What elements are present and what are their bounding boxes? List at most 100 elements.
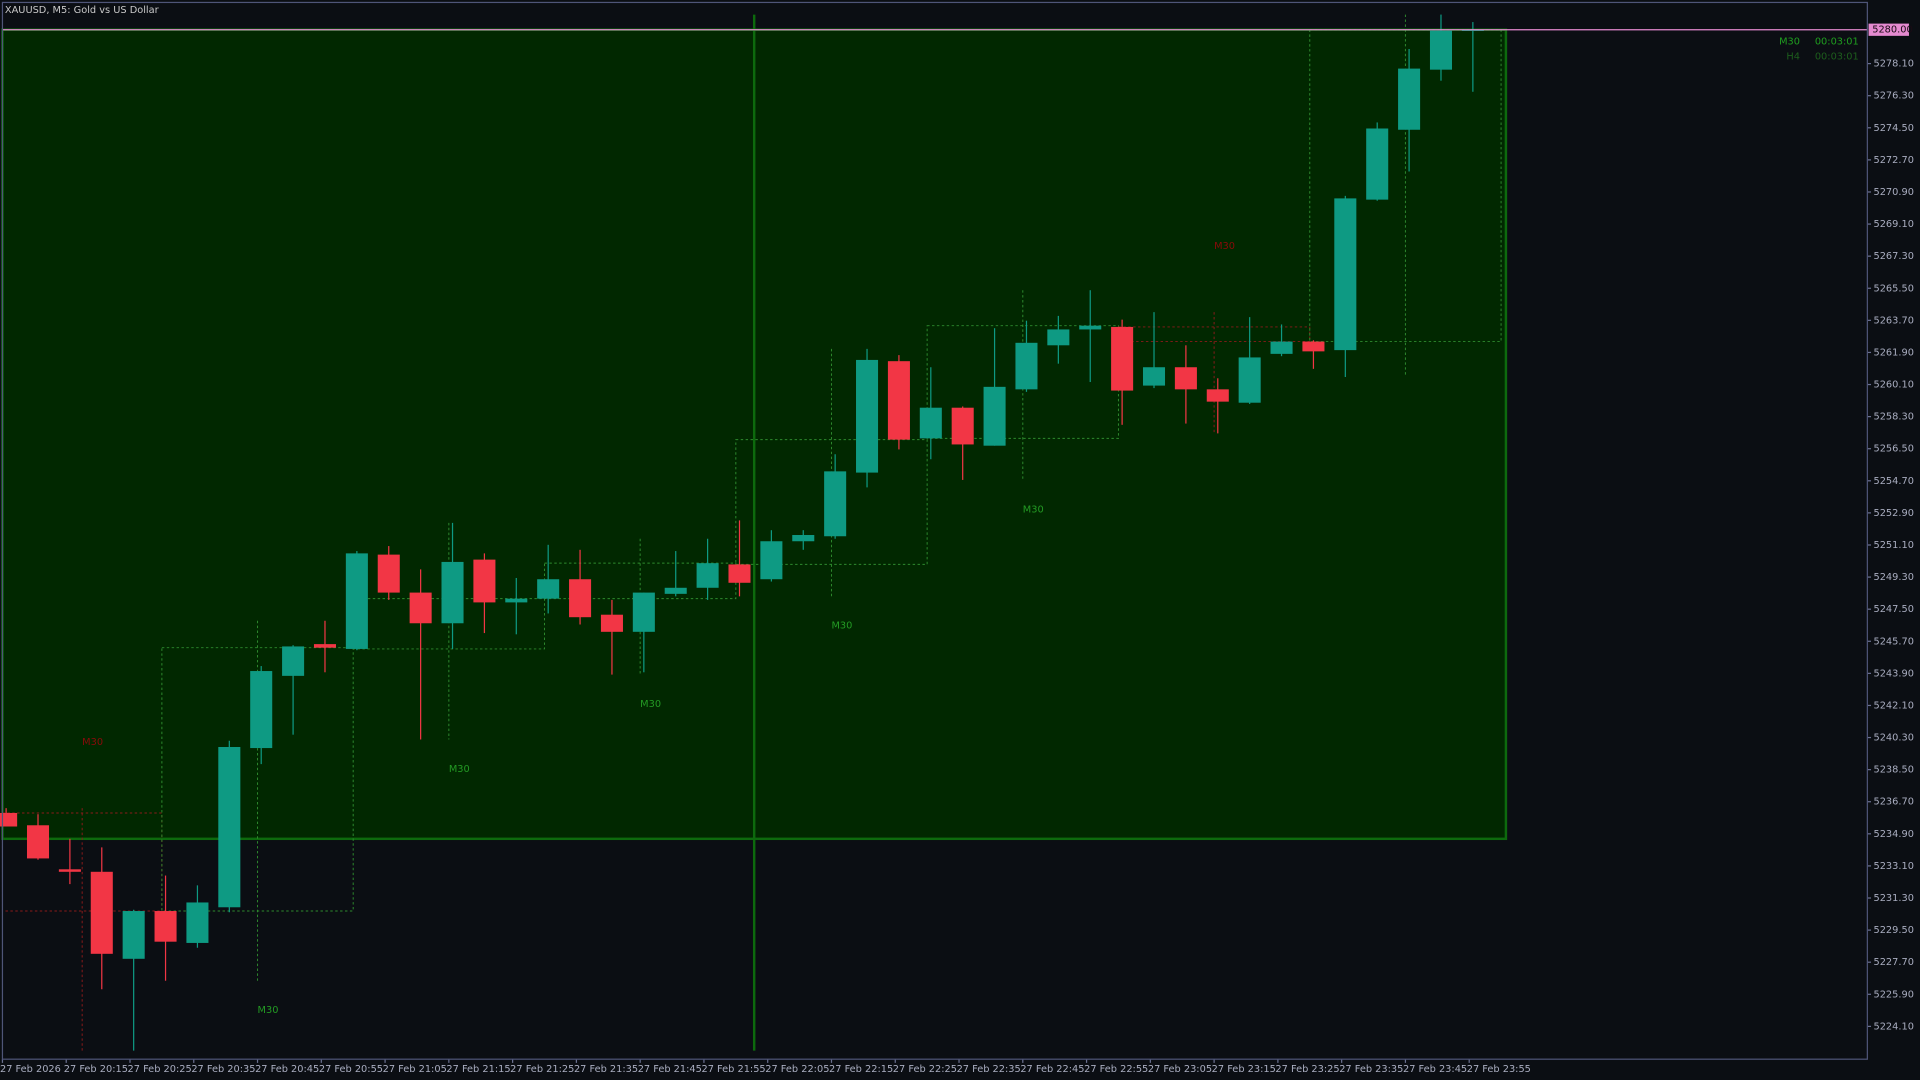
candle-body — [696, 563, 719, 588]
candle-body — [1206, 389, 1229, 402]
candle-body — [282, 646, 305, 676]
timer-value: 00:03:01 — [1815, 51, 1859, 62]
y-tick-label: 5263.70 — [1873, 315, 1913, 326]
timer-value: 00:03:01 — [1815, 37, 1859, 48]
y-tick-label: 5272.70 — [1873, 155, 1913, 166]
x-tick-label: 27 Feb 21:35 — [574, 1064, 638, 1075]
y-tick-label: 5254.70 — [1873, 476, 1913, 487]
candle-body — [218, 746, 241, 908]
y-tick-label: 5227.70 — [1873, 957, 1913, 968]
x-tick-label: 27 Feb 22:45 — [1020, 1064, 1084, 1075]
candle-body — [0, 812, 18, 827]
x-tick-label: 27 Feb 23:55 — [1467, 1064, 1531, 1075]
m30-label: M30 — [258, 1005, 279, 1016]
x-tick-label: 27 Feb 21:55 — [701, 1064, 765, 1075]
y-tick-label: 5249.30 — [1873, 572, 1913, 583]
y-tick-label: 5270.90 — [1873, 187, 1913, 198]
candle-body — [1366, 128, 1389, 200]
candle-body — [154, 911, 177, 942]
x-tick-label: 27 Feb 20:15 — [64, 1064, 128, 1075]
axes-layer: 5224.10 5225.90 5227.70 5229.50 5231.30 5233.… — [0, 23, 1914, 1075]
candle-body — [1174, 367, 1197, 390]
x-tick-label: 27 Feb 20:55 — [319, 1064, 383, 1075]
x-tick-label: 27 Feb 22:35 — [957, 1064, 1021, 1075]
candle-body — [250, 671, 273, 749]
x-tick-label: 27 Feb 23:15 — [1212, 1064, 1276, 1075]
candle-body — [664, 587, 687, 594]
x-tick-label: 27 Feb 20:35 — [191, 1064, 255, 1075]
timer-name: M30 — [1779, 37, 1800, 48]
y-tick-label: 5238.50 — [1873, 765, 1913, 776]
candle-body — [122, 911, 145, 959]
candle-body — [1398, 68, 1421, 130]
candle-body — [1238, 357, 1261, 403]
y-tick-label: 5251.10 — [1873, 540, 1913, 551]
y-tick-label: 5224.10 — [1873, 1021, 1913, 1032]
m30-label: M30 — [449, 764, 470, 775]
candle-body — [345, 553, 368, 649]
candle-body — [600, 614, 623, 632]
x-tick-label: 27 Feb 2026 — [0, 1064, 61, 1075]
candle-body — [409, 592, 432, 624]
candle-body — [792, 535, 815, 542]
x-tick-label: 27 Feb 23:05 — [1148, 1064, 1212, 1075]
m30-label: M30 — [1214, 241, 1235, 252]
candle-body — [1047, 329, 1070, 346]
candle-body — [856, 359, 879, 473]
candles-layer — [0, 14, 1484, 1051]
candle-body — [537, 579, 560, 599]
y-tick-label: 5233.10 — [1873, 861, 1913, 872]
candle-body — [90, 871, 113, 954]
y-tick-label: 5245.70 — [1873, 636, 1913, 647]
y-tick-label: 5242.10 — [1873, 700, 1913, 711]
x-tick-label: 27 Feb 22:05 — [765, 1064, 829, 1075]
candle-body — [1270, 341, 1293, 354]
candle-body — [1334, 198, 1357, 351]
candle-body — [728, 564, 751, 583]
candle-body — [760, 541, 783, 580]
y-tick-label: 5236.70 — [1873, 797, 1913, 808]
y-tick-label: 5252.90 — [1873, 508, 1913, 519]
y-tick-label: 5269.10 — [1873, 219, 1913, 230]
current-price-tag — [1868, 23, 1909, 36]
x-tick-label: 27 Feb 21:45 — [638, 1064, 702, 1075]
candle-body — [919, 407, 942, 439]
x-tick-label: 27 Feb 23:35 — [1339, 1064, 1403, 1075]
current-price-label: 5280.00 — [1872, 25, 1912, 36]
candle-body — [824, 471, 847, 537]
m30-label: M30 — [1023, 504, 1044, 515]
candle-body — [1429, 30, 1452, 70]
candle-body — [951, 407, 974, 445]
y-tick-label: 5256.50 — [1873, 444, 1913, 455]
candle-body — [441, 561, 464, 624]
candle-body — [186, 902, 209, 943]
plot-frame — [1, 1, 1868, 1060]
x-tick-label: 27 Feb 21:05 — [383, 1064, 447, 1075]
m30-box — [352, 598, 545, 650]
y-tick-label: 5225.90 — [1873, 989, 1913, 1000]
y-tick-label: 5278.10 — [1873, 59, 1913, 70]
candle-body — [505, 598, 528, 603]
y-tick-label: 5265.50 — [1873, 283, 1913, 294]
m30-label: M30 — [640, 699, 661, 710]
candle-body — [58, 869, 81, 872]
y-tick-label: 5261.90 — [1873, 347, 1913, 358]
candle-body — [313, 644, 336, 648]
candle-body — [1015, 342, 1038, 390]
y-tick-label: 5243.90 — [1873, 668, 1913, 679]
y-tick-label: 5258.30 — [1873, 412, 1913, 423]
m30-box — [1309, 29, 1502, 343]
y-tick-label: 5274.50 — [1873, 123, 1913, 134]
x-tick-label: 27 Feb 21:25 — [510, 1064, 574, 1075]
candle-body — [377, 554, 400, 593]
x-tick-label: 27 Feb 23:45 — [1403, 1064, 1467, 1075]
x-tick-label: 27 Feb 21:15 — [446, 1064, 510, 1075]
x-tick-label: 27 Feb 22:15 — [829, 1064, 893, 1075]
candle-body — [26, 825, 50, 859]
candle-body — [1461, 29, 1484, 31]
candle-body — [473, 559, 496, 603]
y-tick-label: 5229.50 — [1873, 925, 1913, 936]
y-tick-label: 5247.50 — [1873, 604, 1913, 615]
